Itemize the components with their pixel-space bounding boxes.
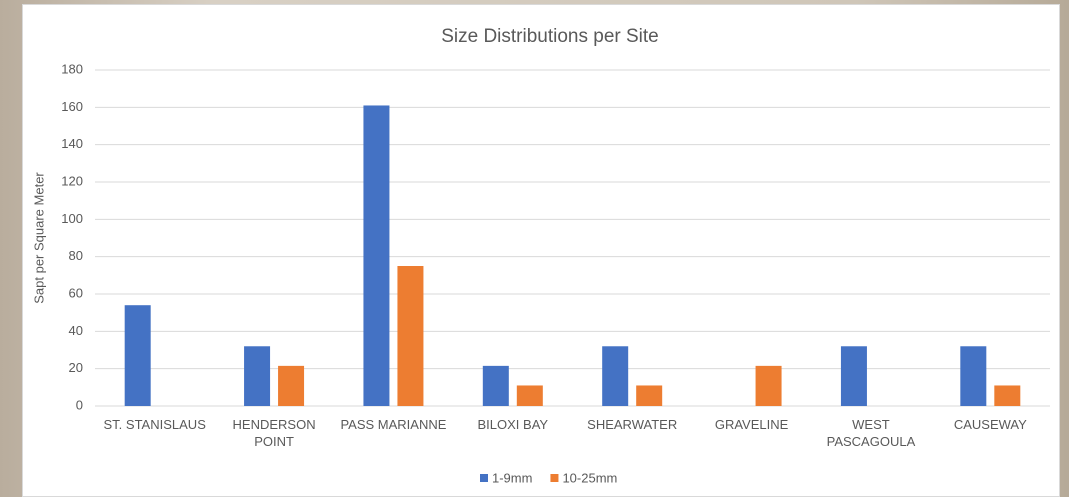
bar	[278, 366, 304, 406]
bar	[602, 346, 628, 406]
bar	[841, 346, 867, 406]
y-tick-label: 180	[61, 61, 83, 76]
page: Size Distributions per Site Sapt per Squ…	[0, 0, 1069, 497]
y-tick-label: 120	[61, 173, 83, 188]
x-tick-label: BILOXI BAY	[458, 416, 568, 433]
x-tick-label: CAUSEWAY	[935, 416, 1045, 433]
y-tick-label: 80	[69, 248, 83, 263]
x-tick-label: ST. STANISLAUS	[100, 416, 210, 433]
chart-title: Size Distributions per Site	[441, 26, 659, 47]
x-tick-label: PASS MARIANNE	[338, 416, 448, 433]
y-tick-label: 60	[69, 285, 83, 300]
bar	[517, 385, 543, 406]
y-tick-label: 100	[61, 211, 83, 226]
y-tick-label: 0	[76, 397, 83, 412]
bar	[244, 346, 270, 406]
legend-swatch	[480, 474, 488, 482]
x-tick-label: GRAVELINE	[697, 416, 807, 433]
legend-label: 10-25mm	[562, 470, 617, 485]
bar	[397, 266, 423, 406]
x-tick-label: SHEARWATER	[577, 416, 687, 433]
bar	[756, 366, 782, 406]
bar	[125, 305, 151, 406]
legend-label: 1-9mm	[492, 470, 532, 485]
y-tick-label: 160	[61, 99, 83, 114]
bar	[960, 346, 986, 406]
bar	[636, 385, 662, 406]
y-axis-label: Sapt per Square Meter	[31, 172, 46, 304]
y-tick-label: 20	[69, 360, 83, 375]
bar	[483, 366, 509, 406]
y-tick-label: 40	[69, 323, 83, 338]
y-tick-label: 140	[61, 136, 83, 151]
x-tick-label: WEST PASCAGOULA	[816, 416, 926, 450]
bar	[363, 105, 389, 406]
legend-swatch	[550, 474, 558, 482]
x-tick-label: HENDERSON POINT	[219, 416, 329, 450]
bar	[994, 385, 1020, 406]
